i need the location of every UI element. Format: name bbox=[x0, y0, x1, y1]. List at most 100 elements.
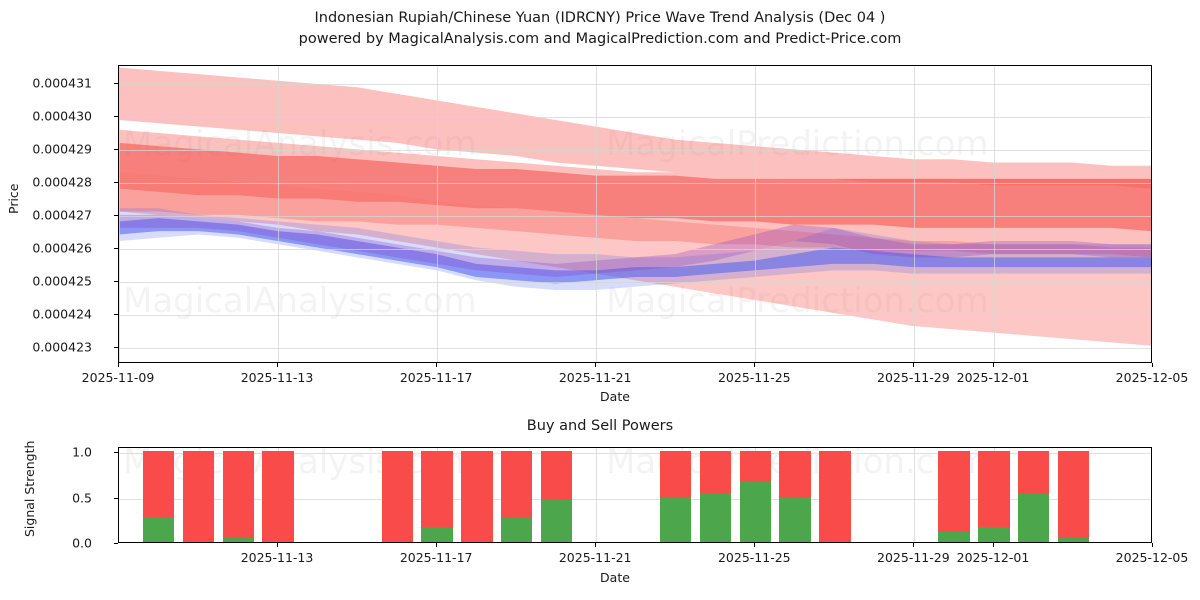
price-gridline-v bbox=[437, 66, 439, 362]
price-x-tick-mark bbox=[754, 363, 756, 367]
price-x-tick-label: 2025-12-01 bbox=[956, 370, 1030, 385]
signal-y-tick-label: 0.0 bbox=[72, 535, 92, 551]
price-gridline-h bbox=[119, 182, 1151, 184]
signal-bar[interactable] bbox=[819, 451, 851, 542]
sell-power-segment bbox=[540, 451, 573, 501]
sell-power-segment bbox=[262, 451, 294, 542]
signal-bar[interactable] bbox=[500, 451, 533, 542]
signal-x-tick-mark bbox=[1152, 543, 1153, 547]
price-band bbox=[119, 208, 1151, 291]
price-gridline-v bbox=[755, 66, 757, 362]
price-gridline-v bbox=[119, 66, 120, 362]
signal-y-tick-mark bbox=[114, 543, 118, 544]
signal-bar[interactable] bbox=[699, 451, 732, 542]
signal-y-tick-label: 0.5 bbox=[72, 490, 92, 506]
signal-x-tick-mark bbox=[595, 543, 597, 547]
signal-bar[interactable] bbox=[938, 451, 970, 542]
price-y-tick-label: 0.000424 bbox=[32, 306, 92, 322]
buy-power-segment bbox=[1057, 538, 1090, 542]
signal-gridline-h bbox=[119, 453, 1151, 455]
price-x-tick-label: 2025-11-21 bbox=[558, 370, 632, 385]
price-x-tick-mark bbox=[992, 363, 994, 367]
signal-bar[interactable] bbox=[660, 451, 692, 542]
signal-bar[interactable] bbox=[182, 451, 215, 542]
price-x-axis-label: Date bbox=[600, 389, 630, 404]
sell-power-segment bbox=[500, 451, 533, 518]
signal-bar[interactable] bbox=[262, 451, 294, 542]
bars-chart-title: Buy and Sell Powers bbox=[526, 418, 674, 434]
price-y-tick-label: 0.000426 bbox=[32, 240, 92, 256]
sell-power-segment bbox=[222, 451, 254, 539]
price-x-tick-label: 2025-11-17 bbox=[399, 370, 473, 385]
price-band bbox=[119, 218, 1151, 284]
signal-bar[interactable] bbox=[978, 451, 1010, 542]
signal-bar[interactable] bbox=[1017, 451, 1050, 542]
buy-power-segment bbox=[222, 538, 254, 542]
price-y-tick-mark bbox=[114, 214, 118, 216]
signal-bar[interactable] bbox=[779, 451, 811, 542]
price-x-tick-mark bbox=[118, 363, 119, 367]
signal-gridline-v bbox=[914, 448, 916, 542]
price-x-tick-label: 2025-11-13 bbox=[240, 370, 314, 385]
sell-power-segment bbox=[461, 451, 493, 542]
price-bands-svg bbox=[119, 67, 1151, 346]
price-band bbox=[119, 214, 1151, 277]
price-y-tick-label: 0.000427 bbox=[32, 207, 92, 223]
price-y-tick-mark bbox=[114, 280, 118, 282]
price-chart-plot-area: MagicalAnalysis.com MagicalPrediction.co… bbox=[118, 65, 1152, 363]
buy-power-segment bbox=[540, 500, 573, 542]
signal-x-tick-label: 2025-11-17 bbox=[399, 550, 473, 565]
buy-power-segment bbox=[739, 481, 771, 542]
signal-x-tick-label: 2025-12-01 bbox=[956, 550, 1030, 565]
signal-bar[interactable] bbox=[540, 451, 573, 542]
price-gridline-h bbox=[119, 347, 1151, 349]
price-band bbox=[119, 67, 1151, 189]
price-gridline-h bbox=[119, 281, 1151, 283]
signal-x-tick-label: 2025-11-13 bbox=[240, 550, 314, 565]
buy-power-segment bbox=[500, 517, 533, 542]
sell-power-segment bbox=[819, 451, 851, 542]
signal-bar[interactable] bbox=[461, 451, 493, 542]
price-y-axis-label: Price bbox=[6, 183, 21, 215]
signal-bar[interactable] bbox=[381, 451, 414, 542]
signal-x-tick-mark bbox=[436, 543, 438, 547]
signal-bar[interactable] bbox=[222, 451, 254, 542]
signal-bar[interactable] bbox=[1057, 451, 1090, 542]
buy-power-segment bbox=[978, 526, 1010, 542]
signal-y-tick-label: 1.0 bbox=[72, 444, 92, 460]
price-band bbox=[119, 142, 1151, 232]
sell-power-segment bbox=[739, 451, 771, 482]
buy-power-segment bbox=[779, 496, 811, 542]
price-x-tick-label: 2025-12-05 bbox=[1115, 370, 1189, 385]
price-y-tick-mark bbox=[114, 148, 118, 150]
sell-power-segment bbox=[660, 451, 692, 497]
signal-x-tick-mark bbox=[277, 543, 279, 547]
signal-gridline-v bbox=[596, 448, 598, 542]
signal-x-tick-mark bbox=[754, 543, 756, 547]
page-title: Indonesian Rupiah/Chinese Yuan (IDRCNY) … bbox=[314, 10, 886, 26]
buy-power-segment bbox=[660, 496, 692, 542]
sell-power-segment bbox=[143, 451, 175, 517]
page-subtitle: powered by MagicalAnalysis.com and Magic… bbox=[298, 31, 902, 47]
signal-bar[interactable] bbox=[143, 451, 175, 542]
price-y-tick-mark bbox=[114, 83, 118, 85]
price-gridline-v bbox=[914, 66, 916, 362]
price-y-tick-label: 0.000430 bbox=[32, 108, 92, 124]
signal-y-tick-mark bbox=[114, 452, 118, 454]
buy-power-segment bbox=[1017, 494, 1050, 542]
signal-x-axis-label: Date bbox=[600, 570, 630, 585]
price-x-tick-mark bbox=[436, 363, 438, 367]
sell-power-segment bbox=[699, 451, 732, 494]
price-y-tick-mark bbox=[114, 116, 118, 118]
signal-bar[interactable] bbox=[421, 451, 453, 542]
price-band bbox=[119, 172, 1151, 346]
price-gridline-v bbox=[993, 66, 995, 362]
price-x-tick-mark bbox=[277, 363, 279, 367]
price-y-tick-mark bbox=[114, 181, 118, 183]
signal-y-tick-mark bbox=[114, 497, 118, 499]
price-y-tick-mark bbox=[114, 247, 118, 249]
price-x-tick-mark bbox=[1152, 363, 1153, 367]
price-y-tick-mark bbox=[114, 313, 118, 315]
signal-bar[interactable] bbox=[739, 451, 771, 542]
